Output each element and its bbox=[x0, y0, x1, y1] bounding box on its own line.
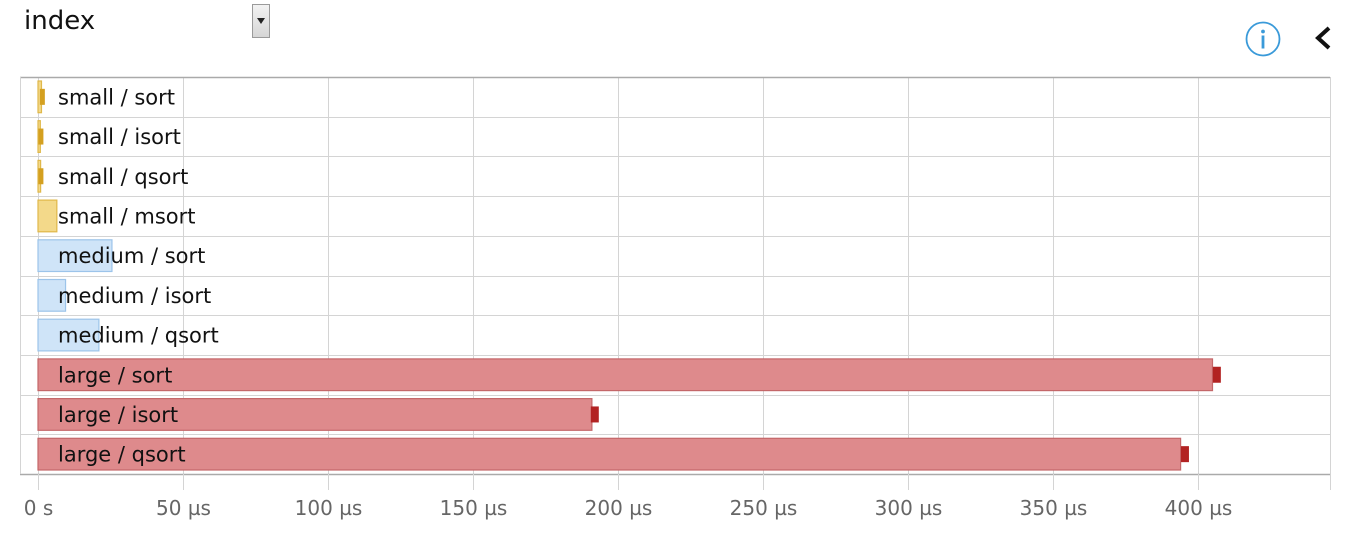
x-tick-label: 400 µs bbox=[1165, 496, 1233, 520]
sort-select[interactable]: index bbox=[24, 4, 274, 38]
row-label: large / sort bbox=[58, 363, 172, 387]
x-tick-label: 150 µs bbox=[440, 496, 508, 520]
row-label: large / qsort bbox=[58, 443, 186, 467]
bar-medium-qsort bbox=[37, 318, 100, 352]
bar-small-msort bbox=[37, 199, 58, 233]
chevron-down-icon[interactable] bbox=[252, 4, 270, 38]
row-label: small / isort bbox=[58, 125, 181, 149]
row-label: large / isort bbox=[58, 403, 178, 427]
x-tick-label: 200 µs bbox=[585, 496, 653, 520]
sort-select-value: index bbox=[24, 6, 96, 36]
chart-header: index bbox=[0, 0, 1354, 60]
row-label: small / qsort bbox=[58, 165, 188, 189]
error-mark-large-sort bbox=[1212, 366, 1221, 383]
x-tick-label: 250 µs bbox=[730, 496, 798, 520]
row-label: small / msort bbox=[58, 204, 195, 228]
error-mark-large-qsort bbox=[1180, 446, 1189, 463]
error-mark-small-qsort bbox=[38, 168, 44, 185]
bars-layer bbox=[37, 80, 1221, 471]
x-tick-label: 350 µs bbox=[1020, 496, 1088, 520]
info-icon[interactable] bbox=[1245, 21, 1281, 57]
row-label: medium / sort bbox=[58, 244, 205, 268]
bar-medium-sort bbox=[37, 239, 113, 273]
x-tick-label: 50 µs bbox=[156, 496, 211, 520]
grid-layer bbox=[20, 76, 1331, 490]
x-tick-label: 100 µs bbox=[295, 496, 363, 520]
chevron-left-icon[interactable] bbox=[1309, 22, 1337, 54]
row-labels-layer: small / sort small / isort small / qsort sm… bbox=[58, 85, 219, 466]
bar-large-isort bbox=[37, 398, 593, 431]
bar-large-sort bbox=[37, 358, 1214, 392]
bar-large-qsort bbox=[37, 437, 1182, 471]
x-tick-label: 0 s bbox=[24, 496, 54, 520]
row-label: small / sort bbox=[58, 85, 175, 109]
row-label: medium / qsort bbox=[58, 324, 219, 348]
error-mark-small-sort bbox=[39, 88, 45, 105]
x-axis: 0 s 50 µs 100 µs 150 µs 200 µs 250 µs 300 µs 35… bbox=[24, 474, 1233, 520]
x-tick-label: 300 µs bbox=[875, 496, 943, 520]
error-mark-small-isort bbox=[38, 128, 44, 145]
bar-medium-isort bbox=[37, 278, 67, 312]
error-mark-large-isort bbox=[590, 406, 599, 423]
row-label: medium / isort bbox=[58, 284, 211, 308]
